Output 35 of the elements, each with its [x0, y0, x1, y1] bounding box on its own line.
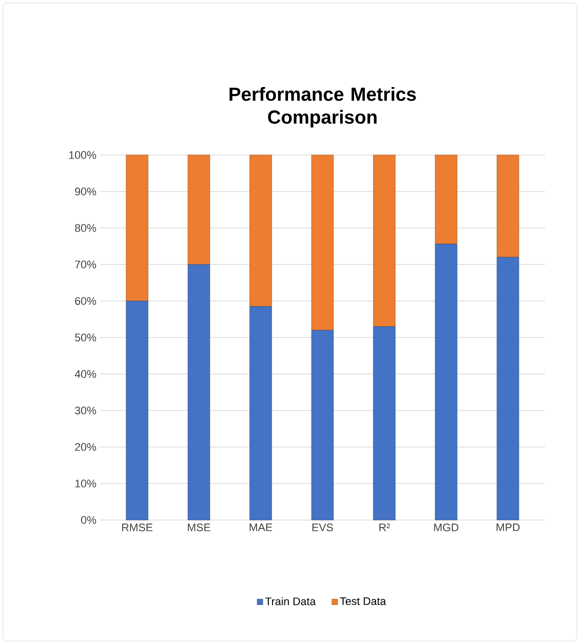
bar	[311, 330, 334, 520]
bar	[496, 154, 520, 258]
x-tick-label: EVS	[312, 524, 333, 532]
y-tick-label: 80%	[75, 224, 96, 232]
x-tick-label: MGD	[434, 524, 458, 532]
y-tick-label: 60%	[75, 297, 96, 305]
y-tick-label: 20%	[75, 443, 96, 451]
y-tick-label: 30%	[74, 406, 96, 414]
y-tick-label: 90%	[75, 188, 96, 196]
bar	[250, 306, 272, 520]
x-tick-label: R²	[379, 524, 390, 532]
legend-label: Train Data	[265, 597, 316, 606]
bar	[250, 154, 272, 307]
chart-title: Performance Metrics Comparison	[230, 87, 416, 128]
y-tick-label: 0%	[81, 516, 96, 524]
x-tick-label: MSE	[188, 524, 210, 532]
bar	[126, 154, 148, 302]
y-tick-label: 100%	[69, 151, 96, 159]
bar	[434, 154, 458, 244]
bar	[188, 154, 210, 265]
bar	[496, 256, 520, 520]
y-tick-label: 40%	[74, 370, 96, 378]
bar	[311, 154, 334, 330]
y-tick-label: 50%	[74, 334, 96, 342]
y-tick-label: 10%	[75, 480, 96, 488]
y-tick-label: 70%	[75, 260, 96, 268]
legend-label: Test Data	[340, 597, 386, 606]
bar	[188, 264, 210, 520]
bar	[434, 244, 458, 520]
bar	[373, 326, 396, 520]
x-tick-label: MAE	[250, 524, 272, 532]
bar	[126, 300, 148, 520]
x-tick-label: MPD	[496, 524, 520, 532]
x-tick-label: RMSE	[122, 524, 152, 532]
bar	[373, 154, 396, 327]
